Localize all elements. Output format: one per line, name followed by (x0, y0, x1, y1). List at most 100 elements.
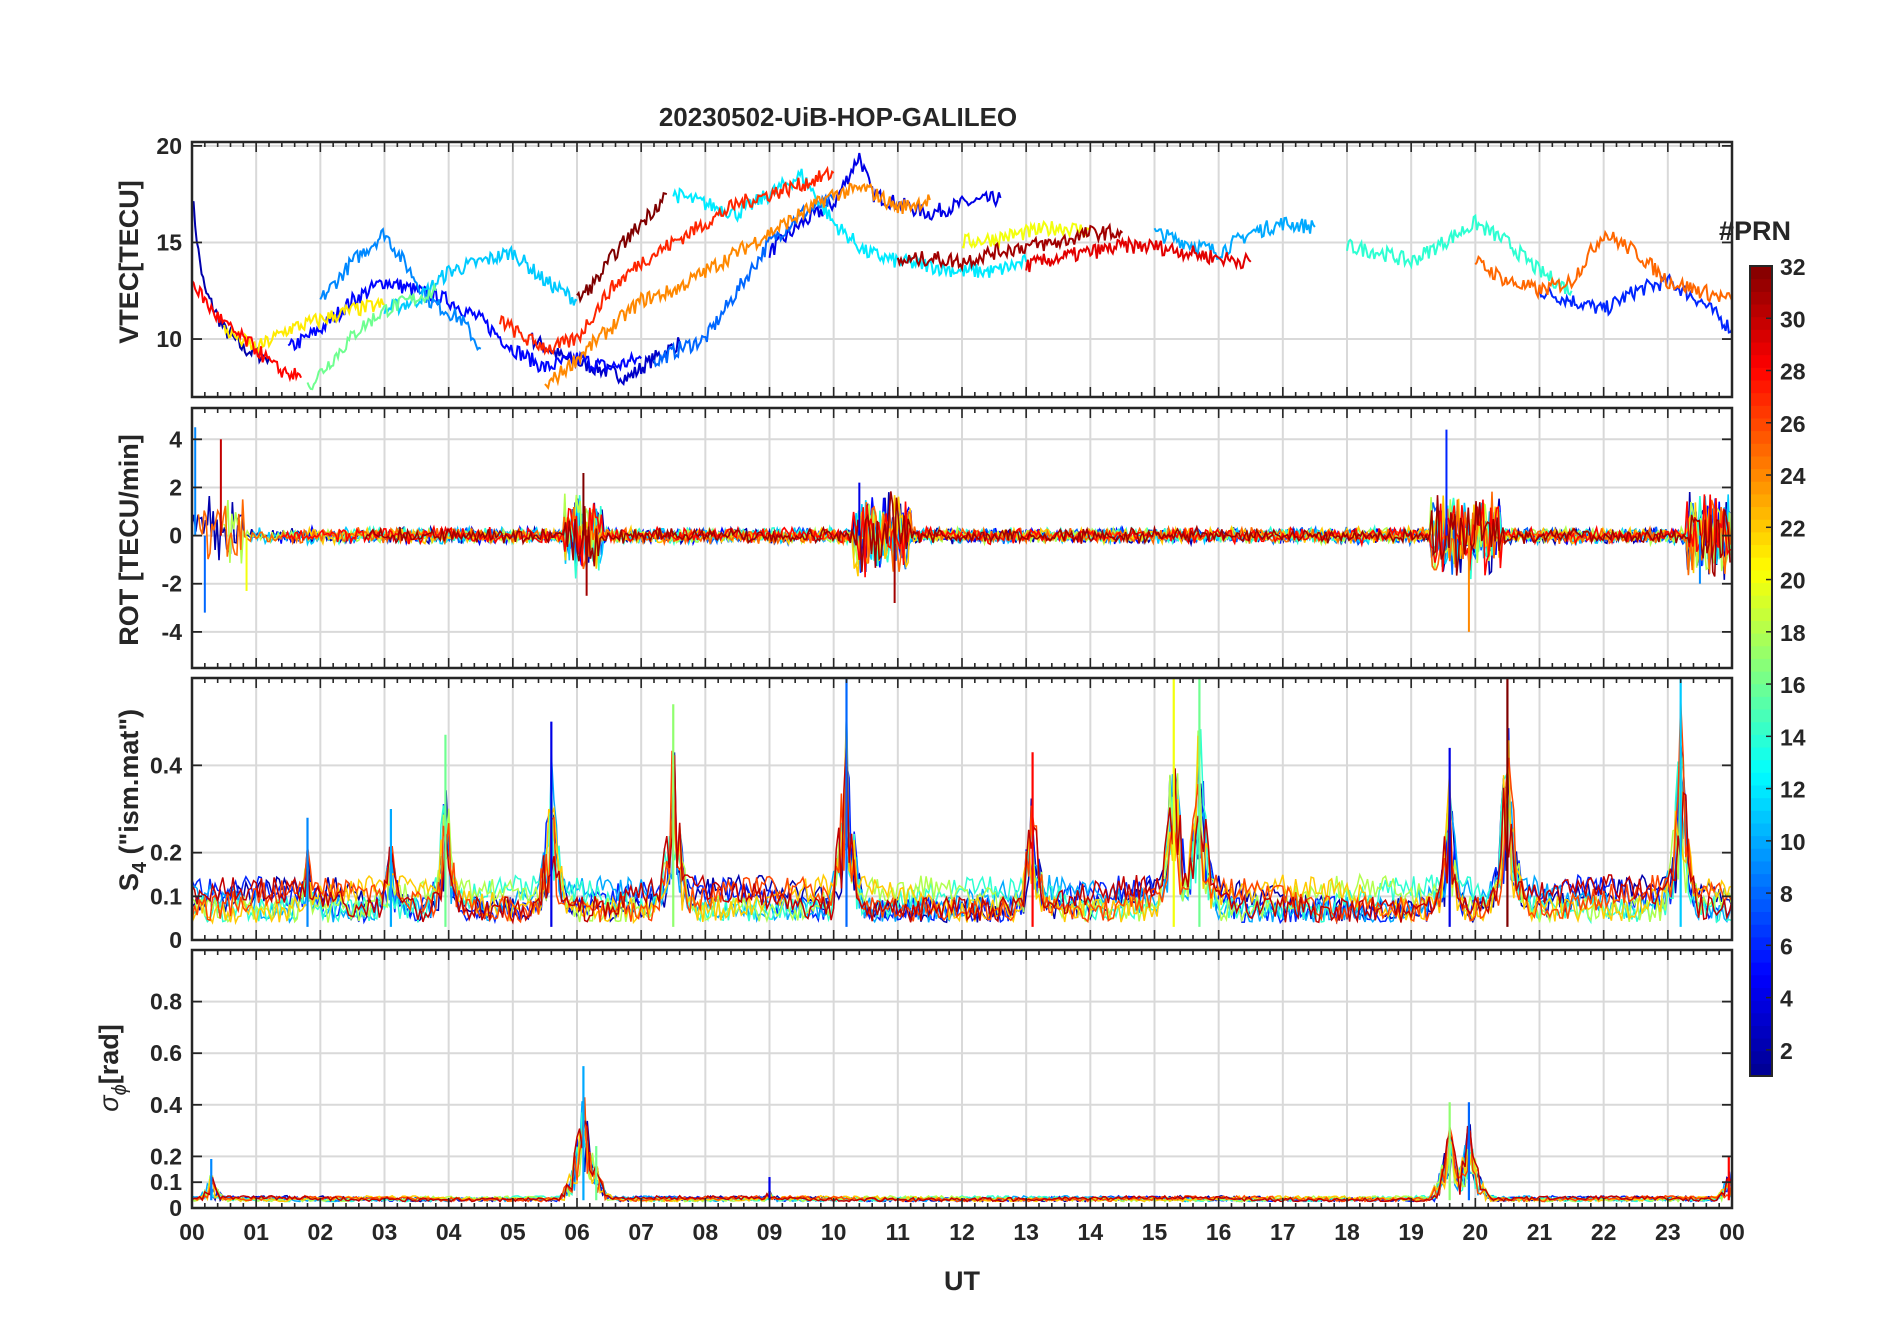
colorbar-swatch (1750, 569, 1772, 584)
colorbar-swatch (1750, 974, 1772, 989)
y-tick-label: -4 (162, 619, 183, 645)
rot-ylabel: ROT [TECU/min] (114, 434, 144, 645)
s4-series-prn-30 (192, 742, 1732, 925)
colorbar-swatch (1750, 708, 1772, 723)
colorbar-swatch (1750, 519, 1772, 533)
x-tick-label: 04 (436, 1219, 462, 1245)
s4-ylabel-sub: 4 (129, 861, 151, 873)
colorbar-swatch (1750, 1012, 1772, 1026)
colorbar-swatch (1750, 303, 1772, 318)
y-tick-label: 4 (169, 426, 182, 452)
colorbar-tick-label: 4 (1780, 986, 1793, 1012)
figure-title: 20230502-UiB-HOP-GALILEO (659, 102, 1017, 132)
colorbar-swatch (1750, 797, 1772, 811)
vtec-series-prn-14 (1346, 213, 1573, 297)
sigma-ylabel: σϕ[rad] (94, 1024, 131, 1111)
colorbar-swatch (1750, 835, 1772, 849)
colorbar-swatch (1750, 696, 1772, 710)
y-tick-label: 10 (156, 326, 182, 352)
vtec-panel: 10 15 20 (156, 133, 1734, 399)
vtec-series-prn-10 (1153, 216, 1316, 261)
vtec-series-prn-9 (319, 227, 482, 352)
colorbar-swatch (1750, 620, 1772, 634)
colorbar-swatch (1750, 392, 1772, 406)
vtec-series-prn-31 (896, 222, 1124, 273)
vtec-series-prn-21 (223, 296, 385, 355)
colorbar-swatch (1750, 860, 1772, 875)
vtec-ticks: 10 15 20 (156, 133, 1733, 397)
colorbar-swatch (1750, 291, 1772, 305)
sigma-ylabel-rest: [rad] (94, 1024, 124, 1084)
colorbar-tick-label: 14 (1780, 724, 1806, 750)
colorbar-swatch (1750, 873, 1772, 887)
colorbar-swatch (1750, 683, 1772, 697)
colorbar-swatch (1750, 784, 1772, 799)
vtec-series-prn-20 (961, 219, 1092, 250)
colorbar-swatch (1750, 911, 1772, 925)
vtec-series-prn-6 (1538, 273, 1732, 334)
colorbar-tick-label: 8 (1780, 881, 1793, 907)
s4-ticks: 0 0.1 0.2 0.4 (150, 678, 1733, 953)
colorbar-swatch (1750, 443, 1772, 457)
x-tick-labels: 00 01 02 03 04 05 06 07 08 09 10 11 12 13 14 15 16 17 18 19… (179, 1219, 1745, 1245)
y-tick-label: 0.8 (150, 989, 182, 1015)
y-tick-label: 0.1 (150, 883, 182, 909)
colorbar-swatch (1750, 341, 1772, 356)
colorbar-tick-label: 30 (1780, 306, 1806, 332)
colorbar-swatch (1750, 455, 1772, 470)
colorbar-swatch (1750, 607, 1772, 621)
colorbar-swatch (1750, 481, 1772, 495)
s4-ylabel-rest: ("ism.mat") (114, 709, 144, 862)
colorbar-swatch (1750, 544, 1772, 558)
y-tick-label: 0 (169, 1195, 182, 1221)
colorbar-swatch (1750, 468, 1772, 482)
colorbar-tick-label: 6 (1780, 933, 1793, 959)
vtec-series-prn-29 (1025, 235, 1252, 273)
x-tick-label: 21 (1527, 1219, 1553, 1245)
colorbar-swatch (1750, 379, 1772, 394)
colorbar-swatch (1750, 746, 1772, 761)
colorbar-frame (1749, 265, 1773, 1077)
x-tick-label: 07 (628, 1219, 654, 1245)
colorbar-swatch (1750, 949, 1772, 963)
y-tick-label: 0.6 (150, 1040, 182, 1066)
y-tick-label: 0.4 (150, 1092, 182, 1118)
rot-ticks: -4 -2 0 2 4 (162, 408, 1733, 668)
colorbar-swatch (1750, 493, 1772, 508)
colorbar-tick-label: 2 (1780, 1038, 1793, 1064)
vtec-series-prn-3 (531, 332, 681, 386)
colorbar-swatch (1750, 1038, 1772, 1052)
y-tick-label: -2 (162, 571, 182, 597)
colorbar-tick-label: 24 (1780, 463, 1806, 489)
vtec-series-prn-12 (672, 168, 1028, 279)
colorbar-swatch (1750, 822, 1772, 837)
colorbar-swatch (1750, 316, 1772, 330)
sigma-ylabel-sub: ϕ (109, 1084, 131, 1095)
x-tick-label: 01 (243, 1219, 269, 1245)
x-tick-label: 09 (757, 1219, 783, 1245)
x-tick-label: 22 (1591, 1219, 1617, 1245)
colorbar-tick-label: 20 (1780, 568, 1806, 594)
colorbar-swatch (1750, 633, 1772, 647)
vtec-series-prn-32 (576, 191, 668, 304)
colorbar-swatch (1750, 645, 1772, 659)
x-tick-label: 13 (1013, 1219, 1039, 1245)
colorbar-swatch (1750, 329, 1772, 343)
x-tick-label: 00 (179, 1219, 205, 1245)
y-tick-label: 20 (156, 133, 182, 159)
y-tick-label: 0 (169, 927, 182, 953)
sigma-ticks: 00.10.2 0.4 0.6 0.8 (150, 950, 1733, 1221)
rot-panel: -4 -2 0 2 4 (162, 406, 1734, 670)
x-tick-label: 08 (693, 1219, 719, 1245)
y-tick-label: 15 (156, 229, 182, 255)
colorbar-swatch (1750, 531, 1772, 546)
vtec-series-prn-16 (306, 281, 437, 391)
colorbar-swatch (1750, 417, 1772, 432)
colorbar-swatch (1750, 405, 1772, 419)
colorbar-tick-label: 10 (1780, 829, 1806, 855)
colorbar-swatch (1750, 582, 1772, 596)
colorbar-tick-label: 22 (1780, 515, 1806, 541)
